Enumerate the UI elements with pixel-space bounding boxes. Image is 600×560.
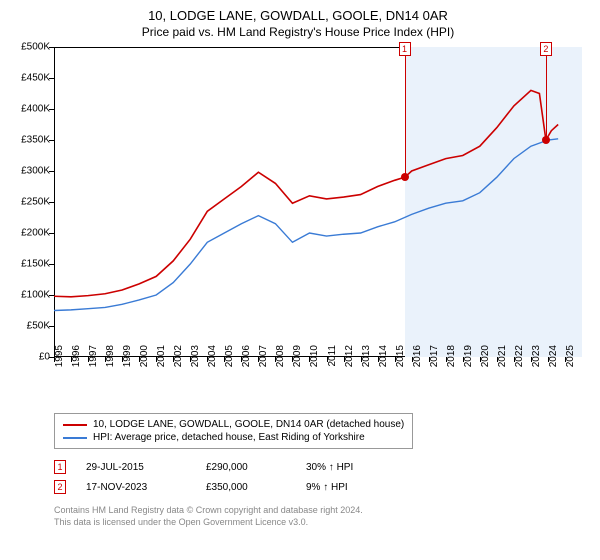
legend-item: 10, LODGE LANE, GOWDALL, GOOLE, DN14 0AR…: [63, 418, 404, 431]
y-tick-label: £450K: [10, 73, 50, 84]
chart-title: 10, LODGE LANE, GOWDALL, GOOLE, DN14 0AR: [10, 8, 586, 23]
legend-item: HPI: Average price, detached house, East…: [63, 431, 404, 444]
marker-label: 2: [540, 42, 552, 56]
y-tick-label: £400K: [10, 104, 50, 115]
y-tick-label: £250K: [10, 197, 50, 208]
transaction-date: 29-JUL-2015: [86, 462, 186, 473]
footer-line-1: Contains HM Land Registry data © Crown c…: [54, 505, 586, 517]
chart-subtitle: Price paid vs. HM Land Registry's House …: [10, 25, 586, 39]
marker-point: [542, 136, 550, 144]
legend: 10, LODGE LANE, GOWDALL, GOOLE, DN14 0AR…: [54, 413, 413, 449]
transaction-row: 2 17-NOV-2023 £350,000 9% ↑ HPI: [54, 477, 586, 497]
footer-attribution: Contains HM Land Registry data © Crown c…: [54, 505, 586, 528]
transaction-marker: 1: [54, 460, 66, 474]
y-tick-label: £500K: [10, 42, 50, 53]
transaction-date: 17-NOV-2023: [86, 482, 186, 493]
legend-swatch: [63, 424, 87, 426]
marker-label: 1: [399, 42, 411, 56]
y-tick-label: £100K: [10, 290, 50, 301]
transaction-table: 1 29-JUL-2015 £290,000 30% ↑ HPI 2 17-NOV-202…: [54, 457, 586, 497]
line-series: [54, 47, 582, 357]
y-tick-label: £50K: [10, 321, 50, 332]
chart-area: £0 £50K £100K £150K £200K £250K £300K £350K £400…: [10, 47, 586, 407]
y-tick-label: £0: [10, 352, 50, 363]
legend-label: HPI: Average price, detached house, East…: [93, 432, 365, 443]
y-tick-label: £200K: [10, 228, 50, 239]
y-tick-label: £150K: [10, 259, 50, 270]
footer-line-2: This data is licensed under the Open Gov…: [54, 517, 586, 529]
marker-point: [401, 173, 409, 181]
transaction-row: 1 29-JUL-2015 £290,000 30% ↑ HPI: [54, 457, 586, 477]
series-line: [54, 139, 558, 311]
y-tick-label: £300K: [10, 166, 50, 177]
transaction-price: £290,000: [206, 462, 286, 473]
chart-container: 10, LODGE LANE, GOWDALL, GOOLE, DN14 0AR…: [0, 0, 600, 560]
plot-area: 12 1995199619971998199920002001200220032…: [54, 47, 582, 357]
series-line: [54, 90, 558, 296]
y-tick-label: £350K: [10, 135, 50, 146]
transaction-delta: 30% ↑ HPI: [306, 462, 353, 473]
legend-label: 10, LODGE LANE, GOWDALL, GOOLE, DN14 0AR…: [93, 419, 404, 430]
legend-swatch: [63, 437, 87, 439]
transaction-price: £350,000: [206, 482, 286, 493]
transaction-delta: 9% ↑ HPI: [306, 482, 348, 493]
transaction-marker: 2: [54, 480, 66, 494]
